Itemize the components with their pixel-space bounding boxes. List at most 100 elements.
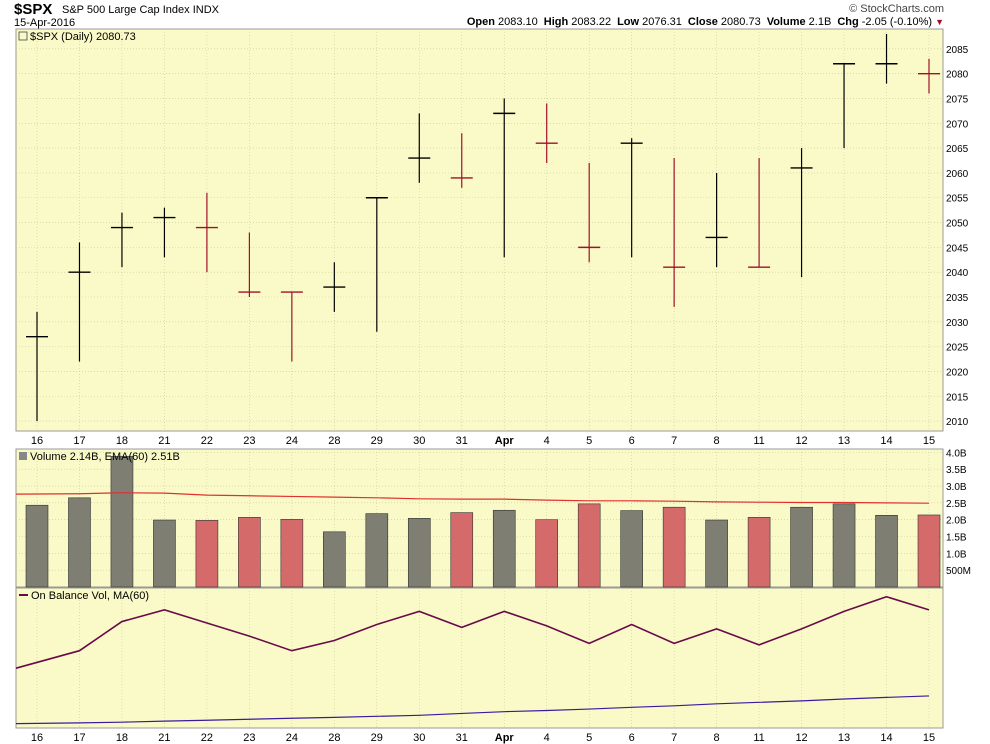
price-tick-label: 2050 — [946, 219, 969, 230]
volume-tick-label: 3.0B — [946, 482, 967, 493]
date-label-bottom: 29 — [371, 732, 383, 744]
date-label-bottom: 18 — [116, 732, 128, 744]
volume-label: Volume — [766, 16, 806, 28]
date-label-bottom: 11 — [753, 732, 764, 744]
date-label-top: 22 — [201, 435, 213, 447]
date-label-bottom: 23 — [243, 732, 255, 744]
price-tick-label: 2070 — [946, 119, 969, 130]
volume-bar — [917, 514, 941, 588]
high-value: 2083.22 — [571, 16, 612, 28]
date-label-bottom: 31 — [456, 732, 468, 744]
date-label-top: Apr — [495, 435, 515, 447]
high-label: High — [543, 16, 569, 28]
date-label-bottom: 7 — [671, 732, 677, 744]
volume-tick-label: 500M — [946, 566, 971, 577]
price-tick-label: 2030 — [946, 318, 969, 329]
date-label-bottom: 17 — [73, 732, 85, 744]
volume-tick-label: 2.5B — [946, 499, 967, 510]
volume-tick-label: 2.0B — [946, 516, 967, 527]
date-label-bottom: 14 — [880, 732, 892, 744]
obv-ma-line — [15, 695, 930, 725]
date-label-top: 30 — [413, 435, 425, 447]
price-tick-label: 2025 — [946, 343, 969, 354]
volume-bar — [450, 512, 474, 588]
volume-bar — [195, 520, 219, 588]
volume-bar — [280, 519, 304, 588]
volume-value: 2.1B — [808, 16, 832, 28]
symbol: $SPX — [14, 1, 53, 18]
volume-tick-label: 1.5B — [946, 533, 967, 544]
volume-bar — [365, 513, 389, 588]
close-label: Close — [687, 16, 718, 28]
obv-line — [15, 595, 930, 669]
price-legend: $SPX (Daily) 2080.73 — [30, 31, 136, 43]
volume-bar — [535, 519, 559, 588]
date-label-top: 29 — [371, 435, 383, 447]
chg-value: -2.05 (-0.10%) — [861, 16, 933, 28]
date-label-bottom: 16 — [31, 732, 43, 744]
date-label-top: 11 — [753, 435, 764, 447]
close-value: 2080.73 — [720, 16, 761, 28]
panel-icon — [18, 31, 28, 41]
date-label-top: 12 — [795, 435, 807, 447]
open-value: 2083.10 — [498, 16, 538, 28]
volume-bar — [110, 456, 134, 588]
volume-ema-line — [15, 492, 930, 504]
price-tick-label: 2075 — [946, 94, 969, 105]
open-label: Open — [466, 16, 495, 28]
volume-bar — [407, 518, 431, 588]
chart-date: 15-Apr-2016 — [14, 17, 76, 29]
date-label-top: 21 — [158, 435, 170, 447]
date-label-bottom: 12 — [795, 732, 807, 744]
brand[interactable]: © StockCharts.com — [849, 3, 944, 15]
date-label-bottom: 6 — [629, 732, 635, 744]
price-tick-label: 2065 — [946, 144, 969, 155]
volume-bar — [153, 519, 176, 588]
date-label-top: 16 — [31, 435, 43, 447]
price-tick-label: 2080 — [946, 70, 969, 81]
obv-legend: On Balance Vol, MA(60) — [31, 590, 149, 602]
date-label-bottom: 30 — [413, 732, 425, 744]
date-label-top: 24 — [286, 435, 298, 447]
date-label-bottom: 15 — [923, 732, 935, 744]
volume-bar — [68, 497, 91, 588]
date-label-top: 28 — [328, 435, 340, 447]
volume-bar — [492, 509, 516, 588]
down-triangle-icon: ▼ — [935, 17, 944, 27]
date-label-bottom: 5 — [586, 732, 592, 744]
date-label-top: 13 — [838, 435, 850, 447]
volume-tick-label: 1.0B — [946, 549, 967, 560]
price-tick-label: 2085 — [946, 45, 969, 56]
volume-bar — [705, 519, 728, 588]
low-value: 2076.31 — [642, 16, 682, 28]
date-label-bottom: 21 — [158, 732, 170, 744]
volume-bar — [832, 503, 856, 588]
volume-bar — [620, 510, 643, 588]
volume-bar — [790, 506, 813, 588]
low-label: Low — [617, 16, 640, 28]
exchange: INDX — [192, 4, 219, 16]
security-title: S&P 500 Large Cap Index — [62, 4, 190, 16]
date-label-top: 31 — [456, 435, 468, 447]
price-tick-label: 2060 — [946, 169, 969, 180]
date-label-top: 7 — [671, 435, 677, 447]
volume-tick-label: 4.0B — [946, 448, 967, 459]
price-tick-label: 2045 — [946, 243, 969, 254]
date-label-top: 5 — [586, 435, 592, 447]
price-panel — [15, 28, 944, 432]
volume-bar — [747, 517, 771, 588]
volume-legend: Volume 2.14B, EMA(60) 2.51B — [30, 451, 180, 463]
date-label-bottom: 28 — [328, 732, 340, 744]
date-label-top: 4 — [544, 435, 550, 447]
date-label-top: 6 — [629, 435, 635, 447]
date-label-top: 17 — [73, 435, 85, 447]
volume-bar — [25, 504, 49, 588]
price-tick-label: 2040 — [946, 268, 969, 279]
volume-bar — [577, 503, 601, 588]
volume-tick-label: 3.5B — [946, 465, 967, 476]
date-label-bottom: Apr — [495, 732, 515, 744]
price-tick-label: 2010 — [946, 417, 969, 428]
date-label-top: 14 — [880, 435, 892, 447]
date-label-top: 8 — [714, 435, 720, 447]
